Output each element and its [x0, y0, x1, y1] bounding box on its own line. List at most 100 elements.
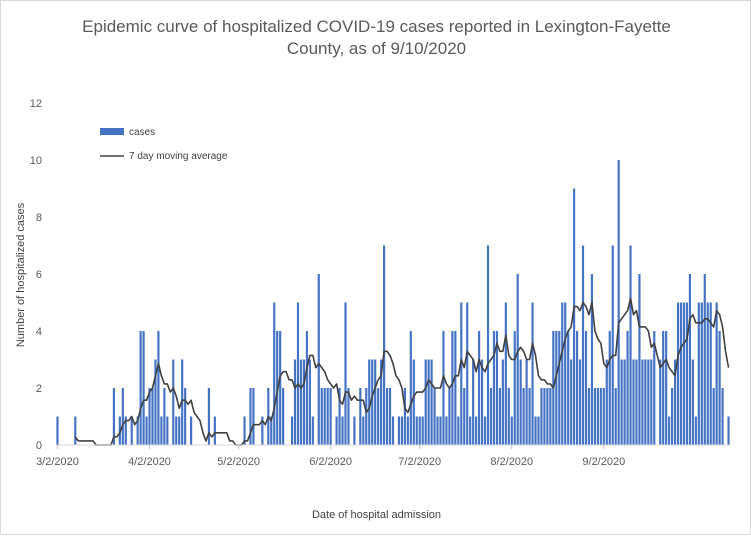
bar: [546, 388, 549, 445]
bar: [457, 416, 460, 445]
bar: [662, 331, 665, 445]
bar: [442, 331, 445, 445]
bar: [576, 331, 579, 445]
bar: [175, 416, 178, 445]
y-tick-label: 10: [30, 155, 42, 167]
bar: [635, 359, 638, 445]
bar: [418, 416, 421, 445]
x-tick-label: 8/2/2020: [490, 456, 533, 468]
bar: [391, 416, 395, 445]
bar: [638, 274, 641, 445]
bar: [659, 359, 662, 445]
bar: [688, 274, 691, 445]
bar: [516, 274, 519, 445]
bar: [448, 388, 451, 445]
bar: [570, 359, 573, 445]
bar: [469, 416, 472, 445]
bar: [454, 331, 457, 445]
bar: [650, 359, 653, 445]
bar: [261, 416, 264, 445]
bar: [504, 302, 507, 445]
bar: [715, 302, 718, 445]
bar: [148, 388, 151, 445]
bar: [611, 245, 614, 445]
bar: [326, 388, 329, 445]
bar: [486, 245, 490, 445]
bar: [412, 359, 415, 445]
bar: [602, 388, 605, 445]
bar: [587, 388, 591, 445]
bar: [475, 416, 478, 445]
bar: [213, 416, 216, 445]
bar: [160, 416, 163, 445]
bar: [338, 388, 341, 445]
bar: [492, 331, 496, 445]
bar: [157, 331, 160, 445]
bar: [296, 302, 300, 445]
bar: [460, 302, 463, 445]
bar: [415, 416, 418, 445]
bar: [703, 274, 706, 445]
bar: [368, 359, 371, 445]
bar: [445, 416, 448, 445]
bar: [273, 302, 276, 445]
bar: [501, 359, 504, 445]
bar: [472, 359, 475, 445]
bar: [362, 416, 365, 445]
legend: cases 7 day moving average: [100, 127, 228, 162]
y-tick-label: 4: [36, 326, 42, 338]
bar: [555, 331, 558, 445]
bar: [665, 331, 668, 445]
bar: [697, 302, 700, 445]
bar: [605, 359, 608, 445]
bar: [374, 359, 377, 445]
x-axis: 3/2/2020 4/2/2020 5/2/2020 6/2/2020 7/2/2020…: [36, 444, 730, 468]
bar: [498, 388, 501, 445]
bar: [581, 245, 585, 445]
bar: [154, 359, 157, 445]
bar: [385, 388, 389, 445]
bar: [74, 416, 77, 445]
legend-label-cases: cases: [129, 127, 155, 138]
bar: [709, 302, 712, 445]
bar: [617, 160, 620, 445]
bar: [573, 188, 576, 445]
bar: [243, 416, 246, 445]
bar-series: [56, 160, 730, 445]
moving-average-line: [74, 297, 730, 446]
bar: [299, 359, 303, 445]
bar: [380, 359, 383, 445]
bar: [249, 388, 252, 445]
bar: [596, 388, 599, 445]
bar: [584, 331, 588, 445]
bar: [252, 388, 255, 445]
bar: [507, 388, 510, 445]
bar: [293, 359, 297, 445]
chart-title-line2: County, as of 9/10/2020: [286, 39, 467, 58]
bar: [543, 388, 546, 445]
x-tick-label: 6/2/2020: [309, 456, 352, 468]
bar: [528, 388, 531, 445]
bar: [166, 416, 169, 445]
bar: [377, 388, 380, 445]
bar: [466, 302, 469, 445]
bar: [427, 359, 430, 445]
bar: [495, 331, 499, 445]
bar: [311, 416, 314, 445]
bar: [671, 388, 674, 445]
x-tick-label: 7/2/2020: [398, 456, 441, 468]
x-tick-label: 4/2/2020: [128, 456, 171, 468]
y-tick-label: 2: [36, 383, 42, 395]
bar: [694, 416, 697, 445]
bar: [383, 245, 386, 445]
moving-average-series: [74, 297, 730, 446]
bar: [567, 331, 570, 445]
bar: [682, 302, 686, 445]
bar: [676, 302, 680, 445]
bar: [522, 388, 525, 445]
y-tick-label: 0: [36, 440, 42, 452]
bar: [629, 245, 632, 445]
bar: [647, 359, 650, 445]
bar: [433, 388, 436, 445]
